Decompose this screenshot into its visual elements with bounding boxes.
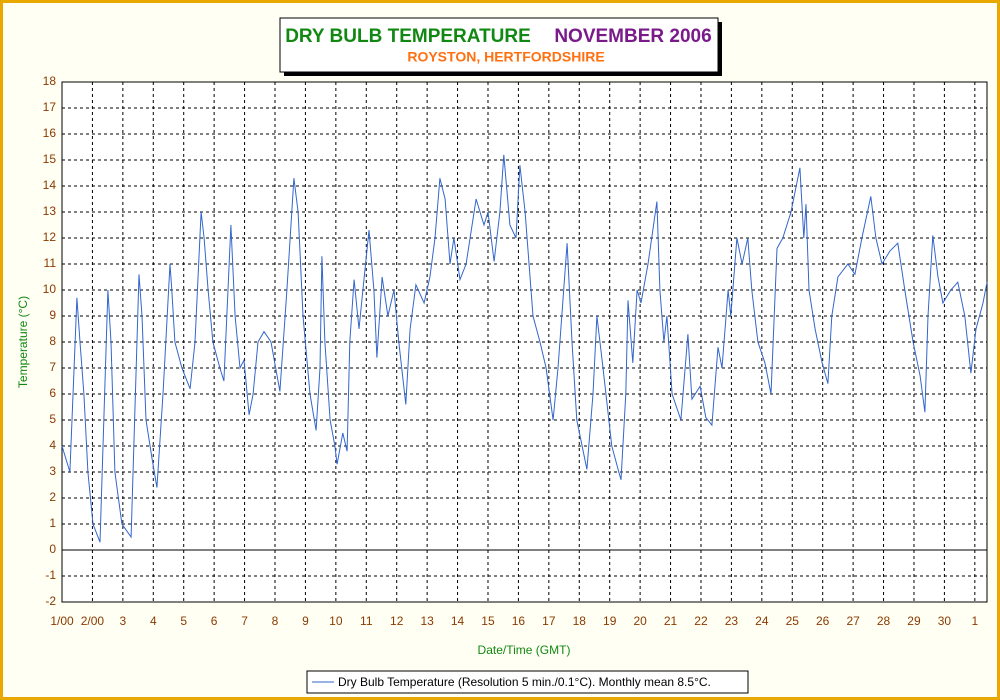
x-tick-label: 27 [846,614,860,628]
y-tick-label: 12 [43,230,57,244]
x-tick-label: 22 [694,614,708,628]
y-tick-label: 8 [49,334,56,348]
plot-border [61,81,988,603]
x-tick-label: 2/00 [81,614,105,628]
x-tick-label: 26 [816,614,830,628]
y-tick-label: 9 [49,308,56,322]
chart-subtitle: ROYSTON, HERTFORDSHIRE [407,49,604,65]
x-tick-label: 5 [180,614,187,628]
y-tick-label: -1 [45,568,56,582]
y-tick-label: 6 [49,386,56,400]
x-tick-label: 16 [512,614,526,628]
legend-label: Dry Bulb Temperature (Resolution 5 min./… [338,675,711,689]
x-tick-label: 8 [272,614,279,628]
x-tick-label: 10 [329,614,343,628]
x-tick-label: 9 [302,614,309,628]
x-tick-label: 30 [938,614,952,628]
chart-title: DRY BULB TEMPERATURE [285,26,531,47]
title-box [279,17,719,73]
x-tick-label: 17 [542,614,556,628]
y-tick-label: 7 [49,360,56,374]
y-tick-label: 13 [43,204,57,218]
y-tick-label: 1 [49,516,56,530]
x-axis-label: Date/Time (GMT) [478,643,571,657]
y-axis-label: Temperature (°C) [16,296,30,388]
y-tick-label: -2 [45,594,56,608]
x-tick-label: 15 [481,614,495,628]
x-tick-label: 23 [725,614,739,628]
legend [306,670,749,694]
y-tick-label: 14 [43,178,57,192]
y-tick-label: 0 [49,542,56,556]
x-tick-label: 11 [360,614,373,628]
x-tick-label: 20 [633,614,647,628]
x-tick-label: 4 [150,614,157,628]
x-tick-label: 18 [573,614,587,628]
y-tick-label: 16 [43,126,57,140]
y-tick-label: 5 [49,412,56,426]
y-tick-label: 2 [49,490,56,504]
x-tick-label: 1/00 [50,614,74,628]
x-tick-label: 21 [664,614,678,628]
chart-title-period: NOVEMBER 2006 [554,26,711,47]
x-tick-label: 6 [211,614,218,628]
x-tick-label: 1 [971,614,978,628]
y-tick-label: 11 [44,256,57,270]
y-tick-label: 18 [43,74,57,88]
x-tick-label: 3 [120,614,127,628]
y-tick-label: 10 [43,282,57,296]
y-tick-label: 4 [49,438,56,452]
y-tick-label: 15 [43,152,57,166]
x-tick-label: 24 [755,614,769,628]
x-tick-label: 19 [603,614,617,628]
x-tick-label: 28 [877,614,891,628]
x-tick-label: 29 [907,614,921,628]
y-tick-label: 3 [49,464,56,478]
x-tick-label: 14 [451,614,465,628]
y-tick-label: 17 [43,100,57,114]
x-tick-label: 13 [420,614,434,628]
x-tick-label: 12 [390,614,404,628]
temperature-line [61,154,988,543]
x-tick-label: 25 [786,614,800,628]
x-tick-label: 7 [241,614,248,628]
